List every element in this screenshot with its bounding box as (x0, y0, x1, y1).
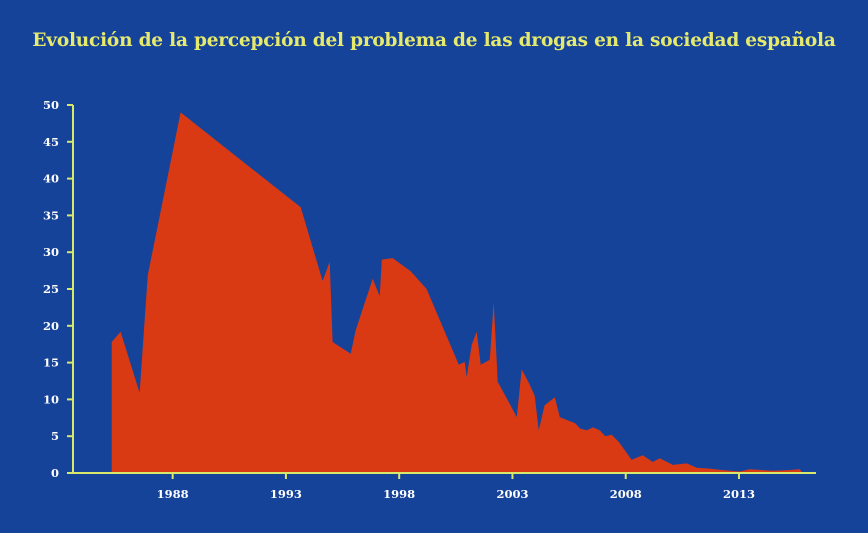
y-tick-label: 25 (43, 282, 59, 296)
y-tick-label: 40 (43, 172, 59, 186)
x-tick-label: 2003 (496, 487, 528, 501)
y-tick-label: 5 (51, 429, 59, 443)
y-tick-label: 45 (43, 135, 59, 149)
area-series (111, 112, 803, 474)
x-tick-label: 2008 (610, 487, 642, 501)
x-tick-label: 1988 (157, 487, 189, 501)
x-tick-label: 1993 (270, 487, 302, 501)
y-tick-label: 50 (43, 98, 59, 112)
y-tick-label: 35 (43, 208, 59, 222)
chart-title: Evolución de la percepción del problema … (32, 30, 836, 51)
y-tick-label: 20 (43, 319, 59, 333)
y-tick-label: 10 (43, 392, 59, 406)
x-tick-label: 1998 (383, 487, 415, 501)
y-tick-label: 15 (43, 356, 59, 370)
y-tick-label: 0 (51, 466, 59, 480)
y-tick-label: 30 (43, 245, 59, 259)
x-tick-label: 2013 (723, 487, 755, 501)
